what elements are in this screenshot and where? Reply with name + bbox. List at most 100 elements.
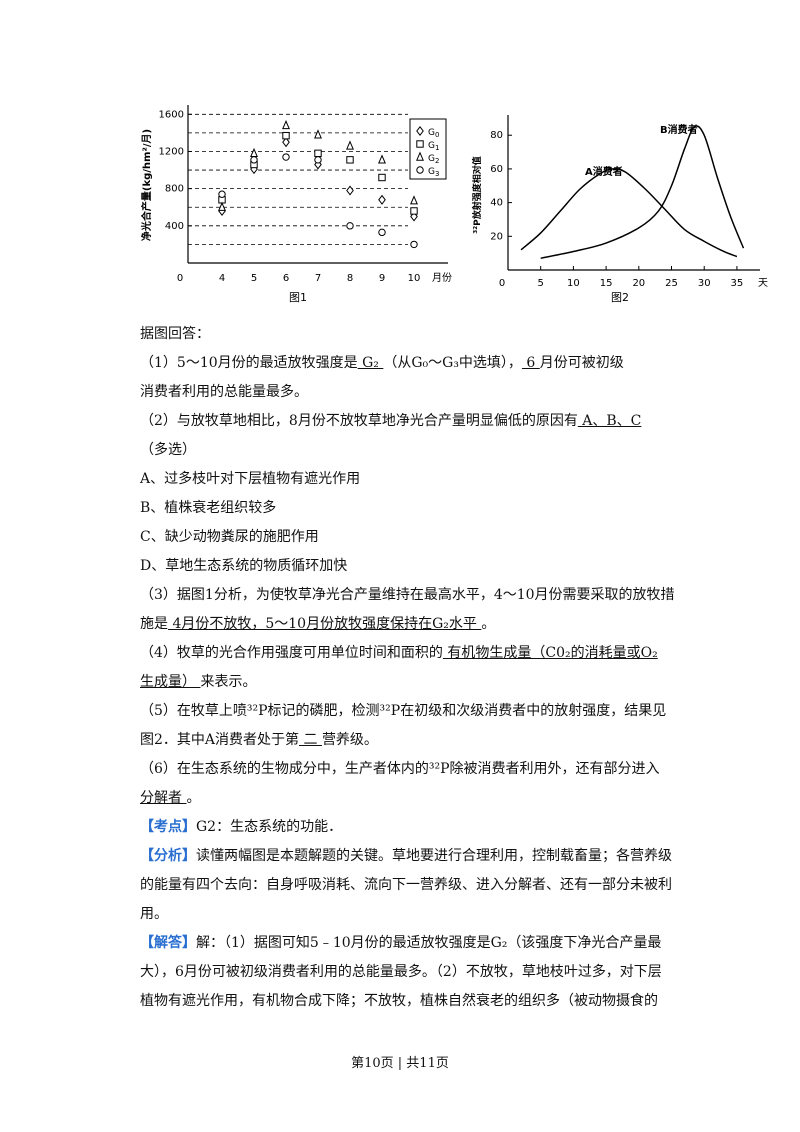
fig1-point-g1 <box>346 156 354 164</box>
fig2-xtick-label: 5 <box>538 278 544 289</box>
fig1-xtick-label: 4 <box>219 273 225 284</box>
jieda-line3: 植物有遮光作用，有机物合成下降；不放牧，植株自然衰老的组织多（被动物摄食的 <box>140 993 658 1009</box>
q4-line1: （4）牧草的光合作用强度可用单位时间和面积的 有机物生成量（C0₂的消耗量或O₂ <box>140 645 658 661</box>
q2-line2: （多选） <box>140 442 196 458</box>
fig2-xtick-label: 30 <box>698 278 711 289</box>
fig2-xtick-label: 15 <box>600 278 613 289</box>
fig1-legend-box <box>409 118 447 180</box>
fig1-point-g2 <box>314 129 322 139</box>
fig1-point-g3 <box>282 153 290 161</box>
fig1-point-g2 <box>378 154 386 164</box>
fig2-xtick-label: 0 <box>499 278 505 289</box>
fig1-ytick-label: 800 <box>165 184 184 195</box>
fig1-point-g0 <box>378 194 386 205</box>
q1-answer-2: 6 <box>521 355 540 371</box>
jieda-line2: 大），6月份可被初级消费者利用的总能量最多。（2）不放牧，草地枝叶过多，对下层 <box>140 964 662 980</box>
fig1-point-g1 <box>378 173 386 182</box>
fig2-ytick-label: 60 <box>490 164 503 175</box>
fig2-ytick-label: 20 <box>490 231 503 242</box>
q4-line2: 生成量） 来表示。 <box>140 674 257 690</box>
option-b: B、植株衰老组织较多 <box>140 500 277 516</box>
jieda-label: 【解答】 <box>140 935 196 951</box>
fig2-label-b: B消费者 <box>660 123 698 136</box>
fenxi-line1: 【分析】读懂两幅图是本题解题的关键。草地要进行合理利用，控制载畜量；各营养级 <box>140 848 672 864</box>
fig2-xtick-label: 10 <box>567 278 580 289</box>
fig1-ytick-label: 1600 <box>159 109 184 120</box>
figure-2-chart: ³²P放射强度相对值 80 60 40 20 0 5 10 15 20 25 30 35 天 A消费者… <box>471 115 768 304</box>
q3-line2: 施是 4月份不放牧，5～10月份放牧强度保持在G₂水平 。 <box>140 616 496 632</box>
fig1-point-g3 <box>250 156 258 164</box>
q5-answer: 二 <box>299 732 322 748</box>
q5-line2: 图2．其中A消费者处于第 二 营养级。 <box>140 732 378 748</box>
fig2-xtick-label: 25 <box>665 278 678 289</box>
answer-text: 据图回答： （1）5～10月份的最适放牧强度是 G₂ （从G₀～G₃中选填）， … <box>140 320 685 1016</box>
fig1-point-g3 <box>378 228 386 237</box>
option-a: A、过多枝叶对下层植物有遮光作用 <box>140 471 361 487</box>
q5-line1: （5）在牧草上喷³²P标记的磷肥，检测³²P在初级和次级消费者中的放射强度，结果… <box>140 703 667 719</box>
q2-answer: A、B、C <box>577 413 642 429</box>
q6-line2: 分解者 。 <box>140 790 201 806</box>
figure-1-chart: 净光合产量(kg/hm²/月) 1600 1200 800 400 0 4 5 6 7 8 9 10… <box>140 105 452 304</box>
fig1-xtick-label: 7 <box>315 273 321 284</box>
q3-line1: （3）据图1分析，为使牧草净光合产量维持在最高水平，4～10月份需要采取的放牧措 <box>140 587 675 603</box>
q1-line2: 消费者利用的总能量最多。 <box>140 384 308 400</box>
q6-answer: 分解者 <box>140 790 187 806</box>
fig1-xtick-label: 10 <box>408 273 421 284</box>
q2-line1: （2）与放牧草地相比，8月份不放牧草地净光合产量明显偏低的原因有 A、B、C <box>140 413 642 429</box>
fig1-point-g2 <box>218 201 226 211</box>
fig2-ytick-label: 40 <box>490 198 503 209</box>
q1-answer-1: G₂ <box>357 355 384 371</box>
fig1-legend-marker <box>416 125 424 137</box>
fig1-caption: 图1 <box>289 291 307 304</box>
fig2-label-a: A消费者 <box>585 165 623 178</box>
fenxi-label: 【分析】 <box>140 848 196 864</box>
fig1-legend-marker <box>416 140 424 148</box>
q6-line1: （6）在生态系统的生物成分中，生产者体内的³²P除被消费者利用外，还有部分进入 <box>140 761 660 777</box>
fig2-xtick-label: 天 <box>758 278 768 289</box>
fig1-point-g1 <box>410 207 418 215</box>
fig1-ytick-label: 400 <box>165 221 184 232</box>
fig1-ytick-label: 1200 <box>159 146 184 157</box>
jieda-line1: 【解答】解：（1）据图可知5﹣10月份的最适放牧强度是G₂（该强度下净光合产量最 <box>140 935 662 951</box>
q1-line1: （1）5～10月份的最适放牧强度是 G₂ （从G₀～G₃中选填）， 6 月份可被… <box>140 355 624 371</box>
fig1-y-label: 净光合产量(kg/hm²/月) <box>140 129 153 241</box>
q3-answer: 4月份不放牧，5～10月份放牧强度保持在G₂水平 <box>168 616 482 632</box>
fig1-xtick-label: 9 <box>379 273 385 284</box>
fig2-y-label: ³²P放射强度相对值 <box>471 156 483 233</box>
fenxi-line3: 用。 <box>140 906 168 922</box>
fig1-point-g2 <box>410 195 418 205</box>
fig1-point-g2 <box>346 140 354 150</box>
option-c: C、缺少动物粪尿的施肥作用 <box>140 529 319 545</box>
q4-answer-1: 有机物生成量（C0₂的消耗量或O₂ <box>442 645 658 661</box>
fig1-point-g3 <box>410 240 418 249</box>
fig1-point-g0 <box>282 137 290 148</box>
kaodian-label: 【考点】 <box>140 819 196 835</box>
fig1-xtick-label: 6 <box>283 273 289 284</box>
fig1-xtick-label: 5 <box>251 273 257 284</box>
q4-answer-2: 生成量） <box>140 674 201 690</box>
fenxi-line2: 的能量有四个去向：自身呼吸消耗、流向下一营养级、进入分解者、还有一部分未被利 <box>140 877 672 893</box>
fig2-caption: 图2 <box>611 291 629 304</box>
fig1-point-g1 <box>282 131 290 140</box>
fig1-point-g0 <box>346 185 354 196</box>
fig1-point-g2 <box>282 119 290 130</box>
fig1-point-g0 <box>314 159 322 170</box>
fig1-point-g3 <box>346 222 354 230</box>
fig1-xtick-label: 8 <box>347 273 353 284</box>
fig1-legend-label: G2 <box>428 154 439 165</box>
fig2-series-a-line <box>520 168 738 258</box>
fig1-point-g1 <box>314 149 322 158</box>
fig1-legend-marker <box>416 166 424 174</box>
option-d: D、草地生态系统的物质循环加快 <box>140 558 348 574</box>
figures-area: 净光合产量(kg/hm²/月) 1600 1200 800 400 0 4 5 6 7 8 9 10… <box>130 95 770 315</box>
fig2-xtick-label: 20 <box>632 278 645 289</box>
fig1-point-g2 <box>250 147 258 158</box>
kaodian-line: 【考点】G2：生态系统的功能． <box>140 819 343 835</box>
fig1-legend-marker <box>416 151 424 161</box>
fig1-legend-label: G0 <box>428 128 439 139</box>
fig1-point-g3 <box>218 190 226 198</box>
fig1-legend-label: G1 <box>428 141 439 152</box>
fig2-series-b-line <box>540 125 745 259</box>
fig1-point-g3 <box>314 156 322 164</box>
intro-line: 据图回答： <box>140 326 210 342</box>
